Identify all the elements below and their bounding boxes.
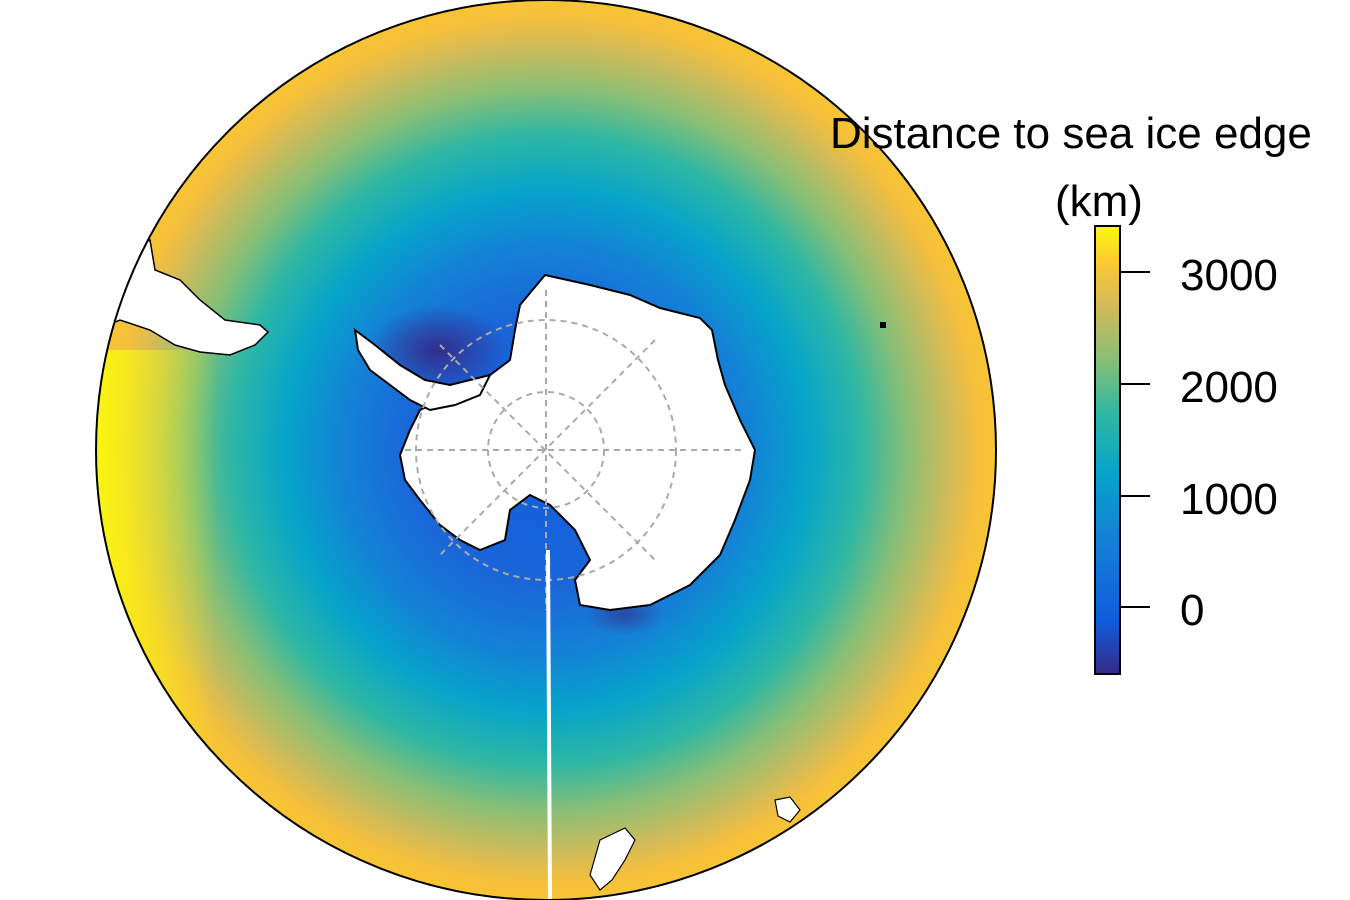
- legend-title: Distance to sea ice edge: [830, 109, 1312, 158]
- map-border: [95, 0, 997, 900]
- tasmania: [774, 796, 801, 823]
- south-america-land: [96, 239, 270, 356]
- colorbar-label-1000: 1000: [1180, 475, 1278, 524]
- colorbar: [1094, 225, 1150, 675]
- colorbar-ramp: [1094, 225, 1121, 675]
- antarctic-peninsula-land: [353, 327, 492, 412]
- dateline-gap: [546, 549, 552, 900]
- legend-title-unit: (km): [1055, 177, 1143, 226]
- graticule: [405, 290, 745, 610]
- colorbar-label-2000: 2000: [1180, 363, 1278, 412]
- map-disc: [96, 0, 996, 900]
- colorbar-label-3000: 3000: [1180, 251, 1278, 300]
- new-zealand-south: [589, 827, 636, 891]
- colorbar-ticks: [1120, 271, 1150, 608]
- colorbar-label-0: 0: [1180, 586, 1205, 635]
- meridian-45: [439, 344, 656, 561]
- meridian-135: [439, 339, 656, 556]
- small-island: [880, 322, 886, 328]
